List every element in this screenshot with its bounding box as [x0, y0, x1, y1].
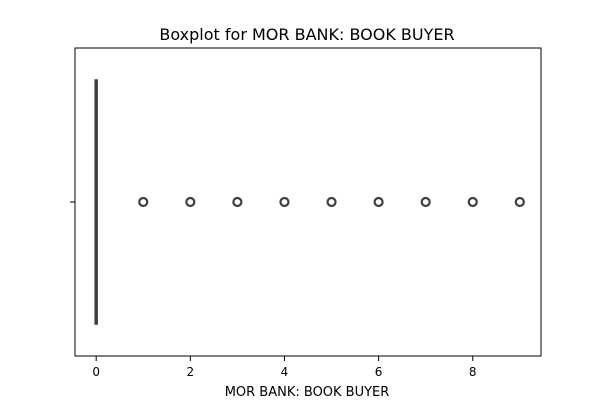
outlier-point-6	[420, 196, 431, 208]
outlier-point-2	[232, 196, 243, 208]
outlier-point-1	[185, 196, 196, 208]
outlier-point-8	[514, 196, 525, 208]
x-tick-label-0: 0	[92, 365, 100, 379]
outlier-point-7	[467, 196, 478, 208]
outlier-point-5	[373, 196, 384, 208]
x-axis-label: MOR BANK: BOOK BUYER	[225, 385, 390, 400]
x-tick-label-2: 4	[281, 365, 289, 379]
x-tick-label-4: 8	[469, 365, 477, 379]
outlier-point-0	[138, 196, 149, 208]
x-tick-label-1: 2	[187, 365, 195, 379]
outlier-point-3	[279, 196, 290, 208]
plot-area: 0 2 4 6 8	[70, 47, 542, 379]
chart-title: Boxplot for MOR BANK: BOOK BUYER	[159, 25, 454, 44]
outlier-point-4	[326, 196, 337, 208]
plot-frame	[74, 47, 542, 357]
x-tick-label-3: 6	[375, 365, 383, 379]
